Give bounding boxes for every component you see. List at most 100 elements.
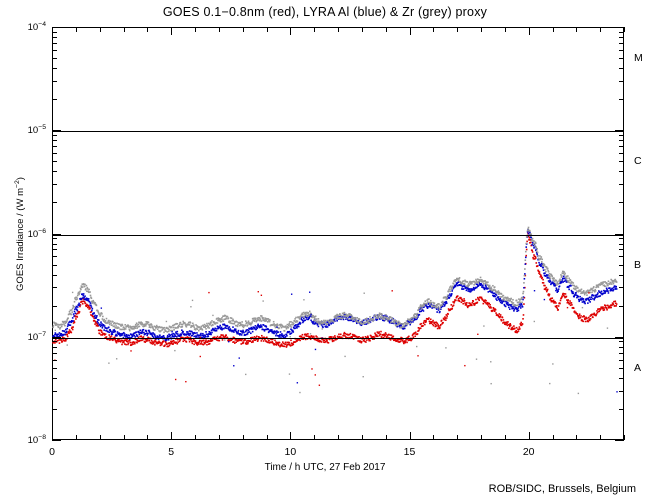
y-axis-minor-tick [619,80,624,82]
x-axis-major-tick [171,27,173,35]
y-axis-minor-tick [52,367,57,369]
y-axis-minor-tick [52,134,57,136]
x-axis-minor-tick [361,435,363,440]
y-axis-minor-tick [52,68,57,70]
data-canvas [52,226,618,395]
x-axis-major-tick [171,432,173,440]
x-axis-minor-tick [195,435,196,440]
y-axis-minor-tick [619,359,624,361]
y-axis-minor-tick [619,341,624,343]
x-axis-tick-label: 0 [49,446,55,458]
y-axis-minor-tick [619,134,624,136]
y-axis-minor-tick [52,80,57,82]
x-axis-minor-tick [266,27,268,32]
y-axis-tick-label: 10−8 [27,433,46,447]
y-axis-major-tick [52,130,61,132]
x-axis-minor-tick [385,435,387,440]
plot-area [52,27,624,440]
x-axis-minor-tick [624,435,625,440]
y-axis-minor-tick [52,42,57,44]
x-axis-minor-tick [576,27,578,32]
y-axis-minor-tick [52,305,57,307]
y-axis-tick-label: 10−5 [27,124,46,137]
x-axis-major-tick [409,432,411,440]
x-axis-minor-tick [218,435,220,440]
y-axis-minor-tick [619,31,624,33]
y-axis-minor-tick [52,274,57,276]
x-axis-minor-tick [338,27,339,32]
y-axis-tick-label: 10−7 [27,330,46,343]
x-axis-major-tick [528,432,530,440]
x-axis-minor-tick [576,435,578,440]
class-threshold-line [53,234,623,236]
noise-speckle [54,290,618,395]
y-axis-minor-tick [52,49,57,51]
y-axis-minor-tick [619,184,624,186]
y-axis-minor-tick [619,287,624,289]
y-axis-minor-tick [619,377,624,379]
y-axis-minor-tick [52,146,57,148]
y-axis-major-tick [52,440,61,441]
y-axis-minor-tick [619,408,624,410]
x-axis-minor-tick [147,435,149,440]
y-axis-minor-tick [619,256,624,258]
y-axis-minor-tick [52,287,57,289]
y-axis-minor-tick [52,99,57,101]
x-axis-minor-tick [504,27,506,32]
x-axis-minor-tick [99,435,101,440]
y-axis-minor-tick [52,171,57,173]
x-axis-minor-tick [147,27,149,32]
x-axis-minor-tick [266,435,268,440]
x-axis-tick-label: 20 [522,446,535,458]
x-axis-tick-label: 15 [403,446,416,458]
x-axis-minor-tick [338,435,339,440]
y-axis-minor-tick [619,140,624,142]
x-axis-minor-tick [242,435,244,440]
x-axis-tick-label: 5 [168,446,175,458]
series-1 [52,229,618,342]
x-axis-minor-tick [481,435,482,440]
x-axis-minor-tick [552,435,554,440]
x-axis-minor-tick [314,435,316,440]
x-axis-minor-tick [457,435,459,440]
y-axis-major-tick [615,336,624,338]
y-axis-minor-tick [619,68,624,70]
x-axis-minor-tick [218,27,220,32]
y-axis-minor-tick [619,243,624,245]
x-axis-major-tick [409,27,411,35]
y-axis-major-tick [615,130,624,132]
x-axis-major-tick [290,27,292,35]
y-axis-minor-tick [52,37,57,38]
y-axis-minor-tick [52,202,57,204]
x-axis-tick-label: 10 [284,446,297,458]
y-axis-minor-tick [619,99,624,101]
x-axis-major-tick [52,27,53,35]
y-axis-minor-tick [52,390,57,392]
y-axis-minor-tick [619,153,624,155]
x-axis-minor-tick [99,27,101,32]
x-axis-minor-tick [481,27,482,32]
y-axis-minor-tick [619,238,624,240]
y-axis-minor-tick [619,352,624,354]
x-axis-minor-tick [504,435,506,440]
x-axis-title: Time / h UTC, 27 Feb 2017 [264,462,386,473]
y-axis-major-tick [52,233,61,235]
y-axis-minor-tick [52,341,57,343]
y-axis-minor-tick [52,58,57,60]
series-0 [52,232,618,348]
y-axis-minor-tick [619,305,624,307]
series-2 [52,226,618,334]
class-threshold-line [53,131,623,133]
y-axis-minor-tick [52,256,57,258]
y-axis-minor-tick [52,184,57,186]
y-axis-minor-tick [52,140,57,142]
y-axis-minor-tick [52,377,57,379]
y-axis-minor-tick [619,346,624,348]
y-axis-major-tick [615,27,624,28]
y-axis-minor-tick [619,161,624,163]
x-axis-major-tick [52,432,53,440]
y-axis-minor-tick [619,249,624,251]
x-axis-minor-tick [314,27,316,32]
x-axis-minor-tick [600,435,602,440]
y-axis-minor-tick [52,359,57,361]
